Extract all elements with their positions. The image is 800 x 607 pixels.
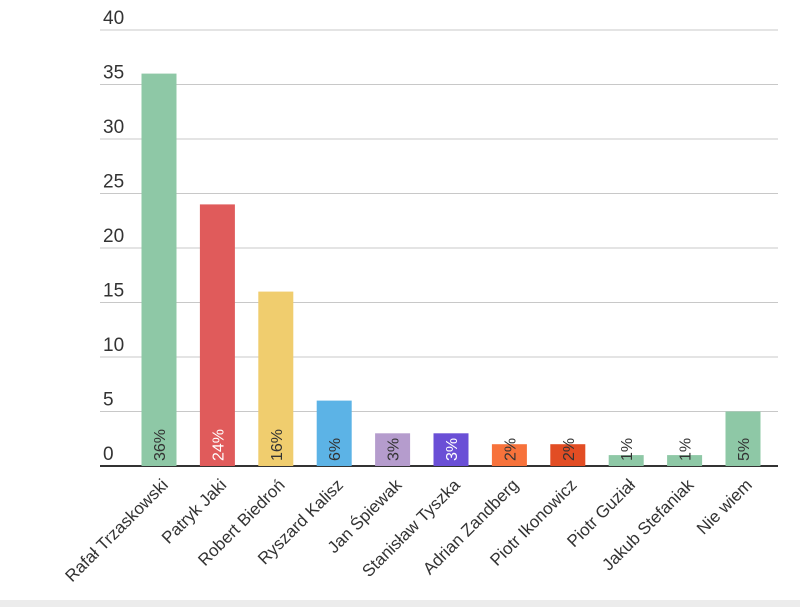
y-tick-label: 10	[103, 335, 124, 356]
y-tick-label: 30	[103, 117, 124, 138]
y-tick-label: 25	[103, 172, 124, 193]
y-tick-label: 40	[103, 8, 124, 29]
y-tick-label: 20	[103, 226, 124, 247]
bar	[550, 444, 586, 466]
bar	[199, 204, 235, 466]
y-axis-ticks: 0 5 10 15 20 25 30 35 40	[103, 8, 124, 465]
data-label: 3%	[444, 438, 461, 461]
x-tick-label: Stanisław Tyszka	[358, 475, 464, 581]
x-tick-label: Nie wiem	[693, 475, 756, 538]
bar	[316, 400, 352, 466]
bar	[491, 444, 527, 466]
bar	[258, 291, 294, 466]
x-tick-label: Rafał Trzaskowski	[62, 475, 172, 585]
data-labels: 36% 24% 16% 6% 3% 3% 2% 2% 1% 1% 5%	[152, 429, 753, 461]
bar	[433, 433, 469, 466]
bar	[608, 455, 644, 466]
data-label: 3%	[386, 438, 403, 461]
data-label: 16%	[269, 429, 286, 461]
bottom-strip	[0, 600, 800, 607]
data-label: 2%	[561, 438, 578, 461]
data-label: 1%	[619, 438, 636, 461]
bars	[141, 73, 761, 466]
data-label: 2%	[502, 438, 519, 461]
data-label: 5%	[736, 438, 753, 461]
bar	[375, 433, 411, 466]
y-tick-label: 0	[103, 444, 114, 465]
data-label: 1%	[678, 438, 695, 461]
y-tick-label: 5	[103, 390, 114, 411]
y-tick-label: 35	[103, 63, 124, 84]
bar	[725, 411, 761, 466]
data-label: 6%	[327, 438, 344, 461]
y-tick-label: 15	[103, 281, 124, 302]
bar	[667, 455, 703, 466]
data-label: 24%	[210, 429, 227, 461]
bar	[141, 73, 177, 466]
data-label: 36%	[152, 429, 169, 461]
